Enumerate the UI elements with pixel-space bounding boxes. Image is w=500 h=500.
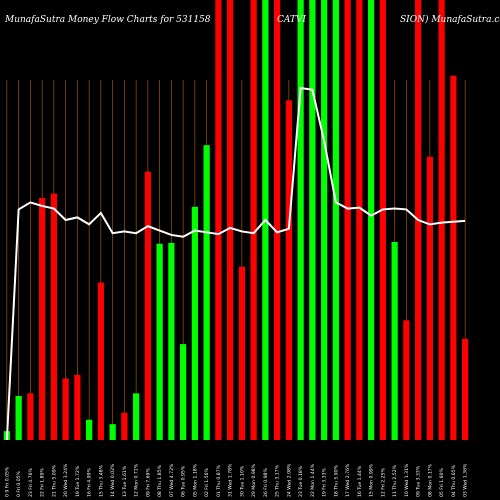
money-flow-bar bbox=[227, 0, 234, 440]
x-tick-label: 19 Tue 1.72% bbox=[75, 465, 81, 497]
x-tick-label: 30 Tue 1.10% bbox=[239, 465, 245, 497]
money-flow-bar bbox=[238, 266, 245, 440]
x-tick-label: 19 Fri 3.33% bbox=[322, 468, 328, 497]
money-flow-bar bbox=[297, 0, 304, 440]
x-tick-label: 01 Thu 0.87% bbox=[216, 464, 222, 497]
money-flow-bar bbox=[168, 242, 175, 440]
x-tick-label: 0 9 Fri 0.05% bbox=[4, 466, 10, 497]
money-flow-bar bbox=[356, 0, 363, 440]
x-tick-label: 08 Mon 0.17% bbox=[427, 463, 433, 497]
x-tick-label: 13 Tue 1.61% bbox=[122, 465, 128, 497]
x-tick-label: 02 Fri 1.56% bbox=[204, 468, 210, 497]
money-flow-bar bbox=[321, 0, 328, 440]
x-tick-label: 26 Fri 0.98% bbox=[263, 468, 269, 497]
money-flow-bar bbox=[450, 75, 457, 441]
x-tick-label: 08 Thu 1.85% bbox=[157, 464, 163, 497]
money-flow-bar bbox=[379, 0, 386, 440]
money-flow-bar bbox=[133, 393, 140, 440]
x-tick-label: 16 Fri 4.99% bbox=[87, 468, 93, 497]
x-tick-label: 11 Thu 2.52% bbox=[392, 464, 398, 497]
x-tick-label: 15 Thu 3.48% bbox=[98, 464, 104, 497]
x-tick-labels: 0 9 Fri 0.05% 0 Fri 0.05% 23 Fri 4.76% 22 F… bbox=[4, 463, 468, 497]
money-flow-bar bbox=[332, 0, 339, 440]
chart-title-right: SION) MunafaSutra.com bbox=[400, 14, 500, 25]
x-tick-label: 24 Wed 2.08% bbox=[286, 463, 292, 497]
money-flow-bar bbox=[274, 0, 281, 440]
chart-title-mid: CATVI bbox=[277, 15, 306, 25]
x-tick-label: 18 Thu 5.90% bbox=[333, 464, 339, 497]
money-flow-bar bbox=[109, 424, 116, 440]
x-tick-label: 09 Tue 3.33% bbox=[416, 465, 422, 497]
money-flow-bar bbox=[62, 378, 69, 440]
x-tick-label: 03 Wed 1.36% bbox=[463, 463, 469, 497]
money-flow-bar bbox=[250, 0, 257, 440]
money-flow-bar bbox=[403, 320, 410, 440]
money-flow-bar bbox=[426, 156, 433, 440]
money-flow-bar bbox=[74, 374, 81, 440]
x-tick-label: 23 Fri 4.76% bbox=[28, 468, 34, 497]
money-flow-bar bbox=[368, 0, 375, 440]
money-flow-bar bbox=[156, 243, 163, 440]
x-tick-label: 23 Tue 0.18% bbox=[298, 465, 304, 497]
x-tick-label: 0 Fri 0.05% bbox=[16, 470, 22, 497]
money-flow-bar bbox=[215, 0, 222, 440]
money-flow-bar bbox=[462, 338, 469, 440]
x-tick-label: 31 Wed 1.78% bbox=[228, 463, 234, 497]
x-tick-label: 12 Fri 2.25% bbox=[380, 468, 386, 497]
money-flow-bar bbox=[391, 242, 398, 440]
money-flow-bar bbox=[39, 198, 46, 440]
x-tick-label: 21 Thu 5.09% bbox=[51, 464, 57, 497]
money-flow-bar bbox=[50, 193, 57, 440]
x-tick-label: 25 Thu 3.17% bbox=[275, 464, 281, 497]
money-flow-bar bbox=[285, 100, 292, 440]
x-tick-label: 15 Mon 0.99% bbox=[369, 463, 375, 497]
money-flow-line bbox=[5, 86, 466, 441]
x-tick-label: 20 Wed 3.24% bbox=[63, 463, 69, 497]
x-tick-label: 16 Tue 1.44% bbox=[357, 465, 363, 497]
money-flow-bar bbox=[86, 419, 93, 440]
money-flow-bar bbox=[191, 206, 198, 440]
x-tick-label: 22 Mon 1.44% bbox=[310, 463, 316, 497]
x-tick-label: 10 Wed 1.31% bbox=[404, 463, 410, 497]
money-flow-bar bbox=[203, 145, 210, 440]
money-flow-bar bbox=[144, 171, 151, 440]
money-flow-bar bbox=[344, 0, 351, 440]
money-flow-bar bbox=[15, 396, 22, 440]
money-flow-bar bbox=[121, 412, 128, 440]
money-flow-bar bbox=[309, 0, 316, 440]
chart-title-left: MunafaSutra Money Flow Charts for 531158 bbox=[4, 15, 211, 25]
x-tick-label: 05 Mon 1.18% bbox=[192, 463, 198, 497]
x-tick-label: 09 Fri 7.69% bbox=[145, 468, 151, 497]
x-tick-label: 06 Tue 0.95% bbox=[181, 465, 187, 497]
money-flow-bar bbox=[438, 0, 445, 440]
money-flow-bar bbox=[27, 393, 34, 440]
x-tick-label: 22 Fri 1.89% bbox=[40, 468, 46, 497]
x-tick-label: 07 Wed 4.72% bbox=[169, 463, 175, 497]
x-tick-label: 05 Fri 1.60% bbox=[439, 468, 445, 497]
x-tick-label: 12 Mon 0.71% bbox=[134, 463, 140, 497]
money-flow-bar bbox=[180, 344, 187, 440]
x-tick-label: 14 Wed 0.02% bbox=[110, 463, 116, 497]
money-flow-bar bbox=[97, 282, 104, 440]
x-tick-label: 29 Mon 0.98% bbox=[251, 463, 257, 497]
x-tick-label: 04 Thu 0.65% bbox=[451, 464, 457, 497]
x-tick-label: 17 Wed 2.76% bbox=[345, 463, 351, 497]
